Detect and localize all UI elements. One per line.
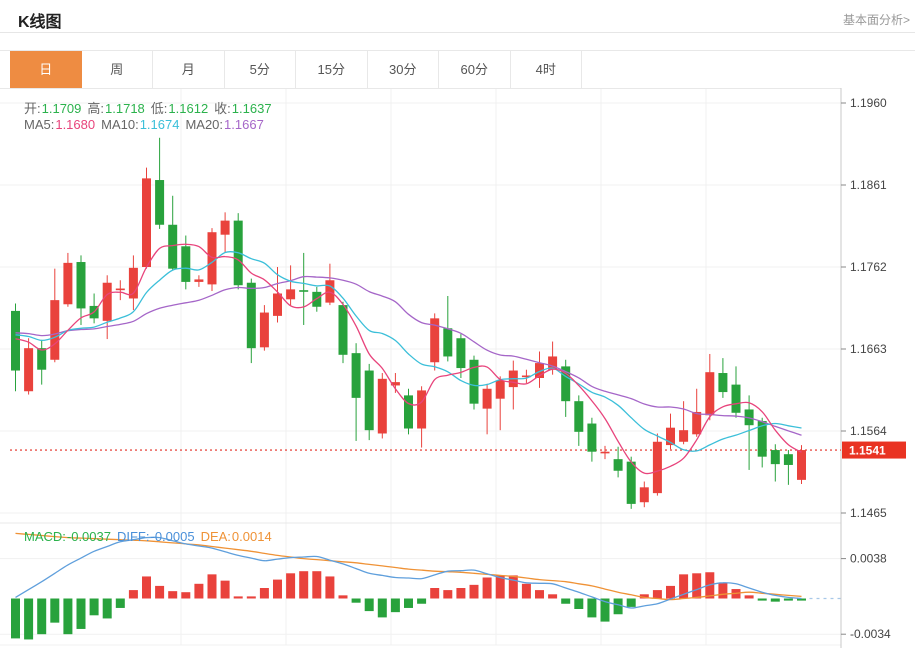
period-tabs: 日周月 5分 15分 30分 60分 4时 (10, 51, 582, 89)
svg-text:1.1960: 1.1960 (850, 96, 887, 110)
legend-value: -0.0005 (150, 529, 195, 544)
legend-value: 1.1674 (139, 117, 180, 132)
legend-label: MACD: (24, 529, 66, 544)
legend-value: 1.1612 (168, 101, 209, 116)
macd-legend: MACD:-0.0037 DIFF:-0.0005 DEA:0.0014 (24, 529, 278, 544)
svg-text:1.1663: 1.1663 (850, 342, 887, 356)
legend-value: 1.1667 (224, 117, 264, 132)
tab-60分[interactable]: 60分 (439, 51, 511, 89)
legend-label: 低: (150, 101, 168, 116)
fundamental-analysis-link[interactable]: 基本面分析> (842, 13, 910, 27)
svg-text:1.1564: 1.1564 (850, 424, 887, 438)
period-tabbar: 日周月 5分 15分 30分 60分 4时 (0, 50, 915, 89)
svg-text:0.0038: 0.0038 (850, 552, 887, 566)
ohlc-legend: 开:1.1709 高:1.1718 低:1.1612 收:1.1637 (24, 98, 278, 117)
legend-label: MA5: (24, 117, 55, 132)
last-price-tag: 1.1541 (849, 444, 886, 458)
tab-日[interactable]: 日 (10, 51, 82, 89)
legend-label: 高: (87, 101, 105, 116)
tab-15分[interactable]: 15分 (296, 51, 368, 89)
legend-value: 1.1718 (105, 101, 145, 116)
tab-月[interactable]: 月 (153, 51, 225, 89)
tab-5分[interactable]: 5分 (224, 51, 296, 89)
tab-30分[interactable]: 30分 (367, 51, 439, 89)
legend-label: 收: (214, 101, 231, 116)
legend-value: 1.1709 (41, 101, 82, 116)
ma-legend: MA5:1.1680 MA10:1.1674 MA20:1.1667 (24, 117, 270, 132)
legend-label: MA20: (185, 117, 224, 132)
legend-value: -0.0037 (66, 529, 111, 544)
legend-label: DIFF: (116, 529, 150, 544)
legend-value: 0.0014 (231, 529, 272, 544)
legend-label: DEA: (200, 529, 231, 544)
svg-text:-0.0034: -0.0034 (850, 627, 891, 641)
legend-label: MA10: (101, 117, 139, 132)
svg-text:1.1762: 1.1762 (850, 260, 887, 274)
tab-4时[interactable]: 4时 (510, 51, 582, 89)
header-divider (0, 32, 915, 33)
legend-value: 1.1680 (55, 117, 96, 132)
tab-周[interactable]: 周 (81, 51, 153, 89)
chart-svg: 1.1960 1.1861 1.1762 1.1663 1.1564 1.1465 0.00… (0, 88, 906, 648)
svg-text:1.1861: 1.1861 (850, 178, 887, 192)
kline-chart[interactable]: 1.1960 1.1861 1.1762 1.1663 1.1564 1.1465 0.00… (0, 88, 915, 648)
page-title: K线图 (18, 14, 62, 31)
legend-label: 开: (24, 101, 41, 116)
legend-value: 1.1637 (231, 101, 272, 116)
svg-text:1.1465: 1.1465 (850, 506, 887, 520)
